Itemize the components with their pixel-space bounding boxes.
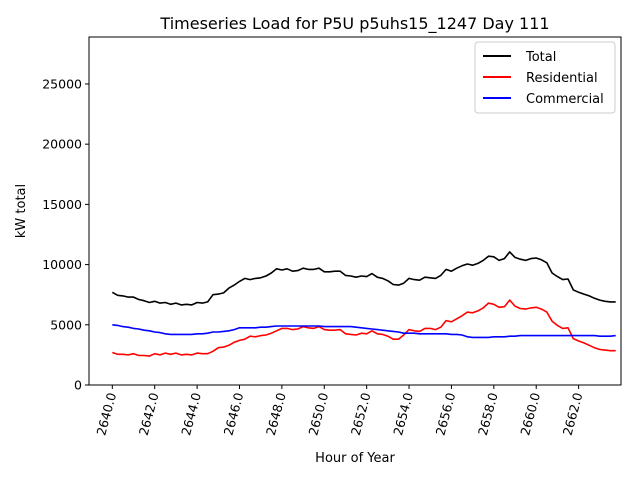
y-axis-ticks: 0 5000 10000 15000 20000 25000 (42, 76, 89, 393)
y-tick-label: 15000 (42, 197, 82, 212)
y-tick-label: 5000 (50, 317, 82, 332)
y-tick-label: 25000 (42, 76, 82, 91)
series-line-total (111, 251, 616, 306)
y-tick-label: 0 (74, 378, 82, 393)
series-line-residential (112, 299, 616, 357)
series-line-commercial (112, 324, 616, 339)
x-axis-label: Hour of Year (315, 451, 395, 466)
series-lines (111, 251, 616, 357)
chart-title: Timeseries Load for P5U p5uhs15_1247 Day… (159, 14, 549, 34)
legend-label-residential: Residential (526, 71, 598, 86)
legend-label-total: Total (525, 50, 556, 65)
y-tick-label: 10000 (42, 257, 82, 272)
legend-box (474, 41, 616, 114)
y-tick-label: 20000 (42, 137, 82, 152)
legend-label-commercial: Commercial (526, 92, 604, 107)
legend: Total Residential Commercial (474, 41, 616, 114)
y-axis-label: kW total (14, 184, 29, 238)
